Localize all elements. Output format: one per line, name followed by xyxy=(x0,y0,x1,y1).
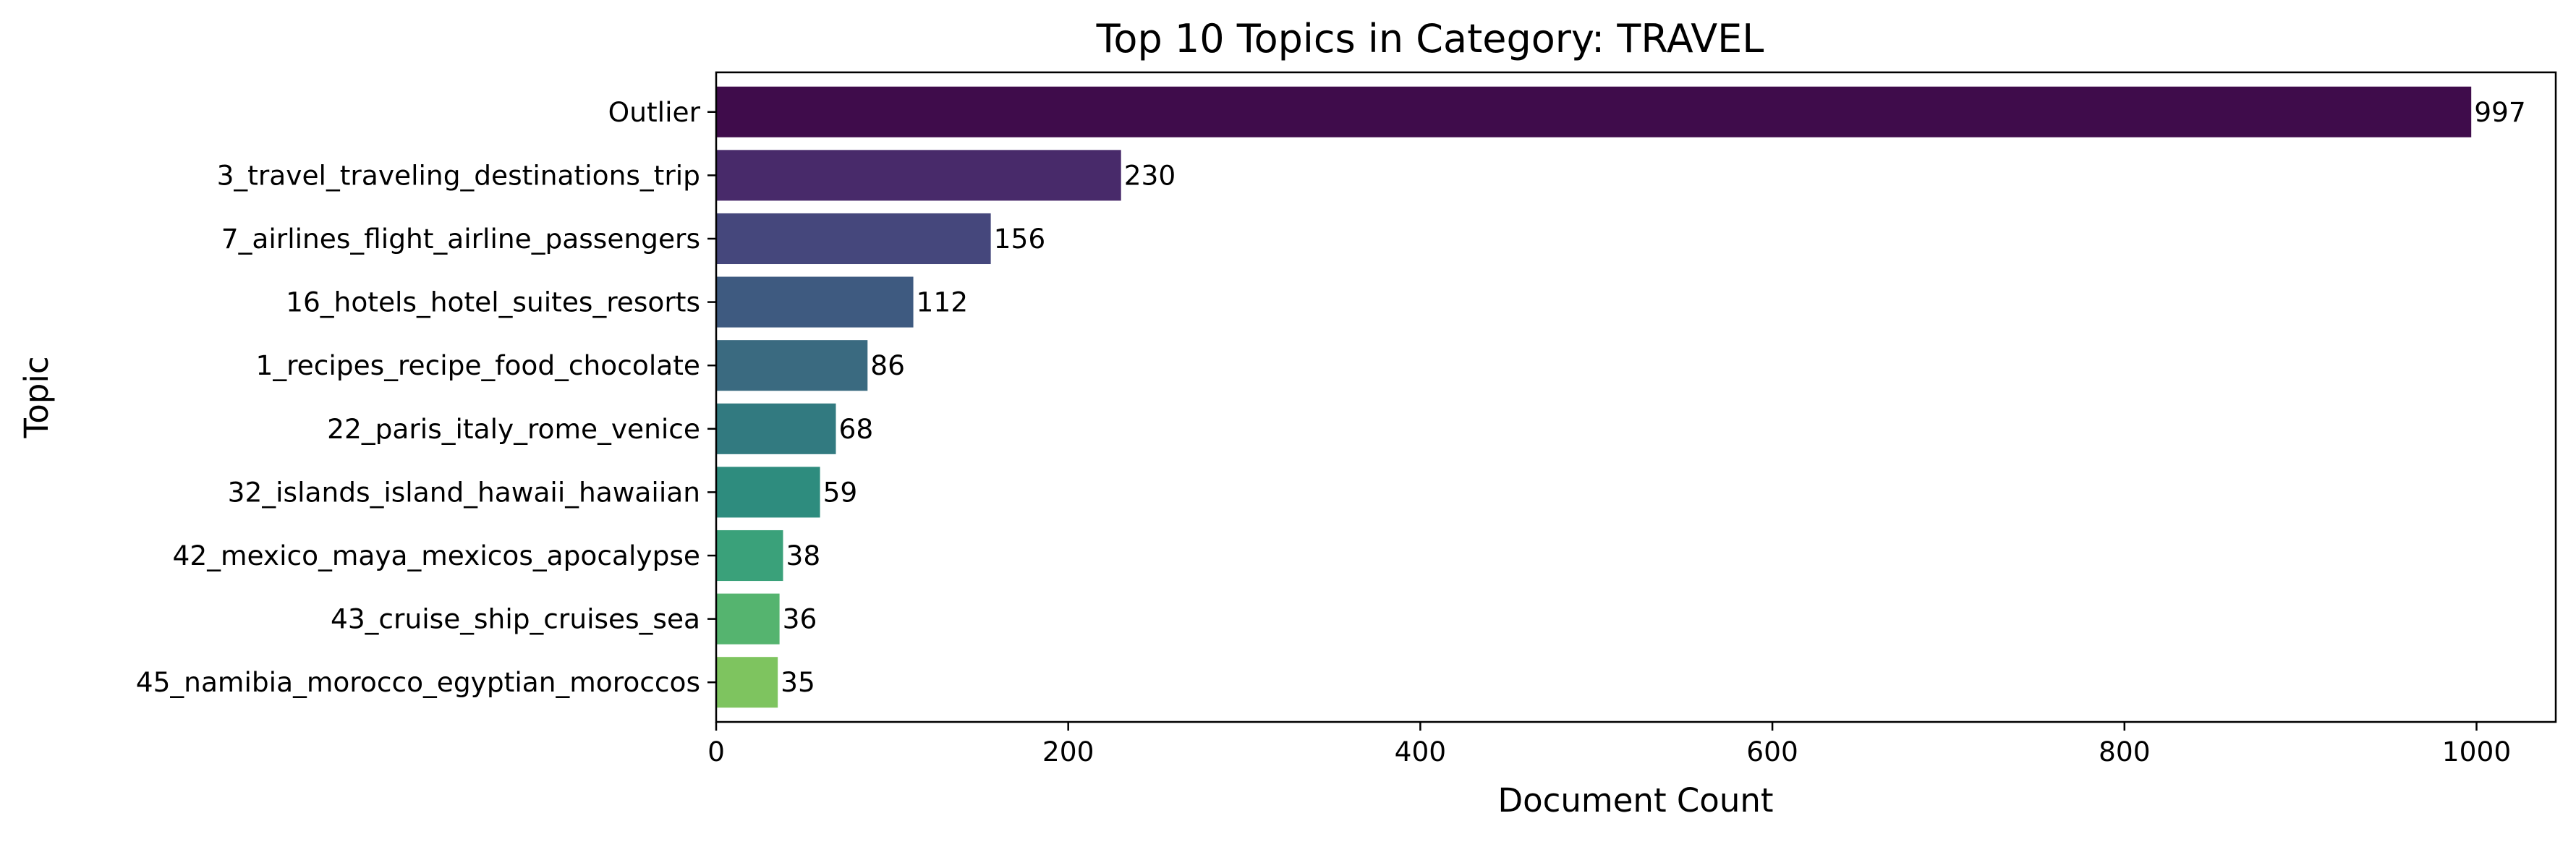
x-axis-ticks: 0 200 400 600 800 1000 xyxy=(707,722,2511,767)
x-tick-label-6: 1000 xyxy=(2442,736,2511,767)
y-tick-label-9: 43_cruise_ship_cruises_sea xyxy=(331,603,700,635)
data-label-5: 86 xyxy=(870,349,905,381)
x-tick-label-1: 0 xyxy=(707,736,725,767)
chart-title: Top 10 Topics in Category: TRAVEL xyxy=(1096,16,1764,61)
y-tick-label-4: 16_hotels_hotel_suites_resorts xyxy=(286,286,700,318)
bar-3 xyxy=(716,213,991,265)
bar-9 xyxy=(716,593,780,645)
y-tick-label-1: Outlier xyxy=(608,96,701,128)
x-tick-label-5: 800 xyxy=(2099,736,2151,767)
y-axis-label: Topic xyxy=(17,356,56,438)
y-tick-label-6: 22_paris_italy_rome_venice xyxy=(327,413,700,445)
bar-10 xyxy=(716,657,778,708)
data-label-1: 997 xyxy=(2474,96,2526,128)
x-axis-label: Document Count xyxy=(1497,781,1773,820)
bar-6 xyxy=(716,403,836,454)
y-tick-label-2: 3_travel_traveling_destinations_trip xyxy=(217,159,700,191)
x-tick-label-2: 200 xyxy=(1042,736,1094,767)
x-tick-label-3: 400 xyxy=(1395,736,1447,767)
data-label-10: 35 xyxy=(781,666,815,698)
data-label-8: 38 xyxy=(786,540,820,571)
y-axis-ticks: Outlier 3_travel_traveling_destinations_t… xyxy=(136,96,716,698)
data-label-4: 112 xyxy=(917,286,969,318)
y-tick-label-7: 32_islands_island_hawaii_hawaiian xyxy=(228,476,700,508)
data-label-9: 36 xyxy=(783,603,817,635)
bar-2 xyxy=(716,150,1121,201)
data-label-3: 156 xyxy=(994,223,1046,255)
x-tick-label-4: 600 xyxy=(1746,736,1798,767)
bars-group: 997 230 156 112 86 68 59 38 36 35 xyxy=(716,86,2526,708)
y-tick-label-10: 45_namibia_morocco_egyptian_moroccos xyxy=(136,666,700,698)
plot-frame xyxy=(715,71,2557,723)
bar-8 xyxy=(716,530,783,582)
bar-5 xyxy=(716,340,868,391)
bar-4 xyxy=(716,276,914,328)
y-tick-label-3: 7_airlines_flight_airline_passengers xyxy=(221,223,700,255)
y-tick-label-8: 42_mexico_maya_mexicos_apocalypse xyxy=(172,540,700,571)
data-label-7: 59 xyxy=(823,476,858,508)
y-tick-label-5: 1_recipes_recipe_food_chocolate xyxy=(255,349,700,381)
data-label-6: 68 xyxy=(838,413,873,445)
bar-7 xyxy=(716,467,820,518)
bar-1 xyxy=(716,86,2472,137)
data-label-2: 230 xyxy=(1124,159,1176,191)
